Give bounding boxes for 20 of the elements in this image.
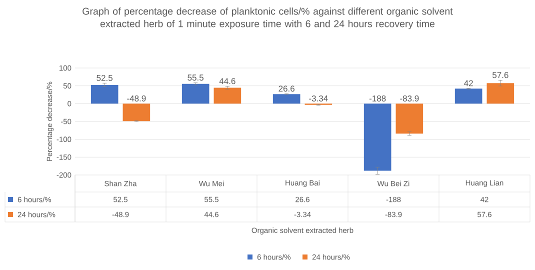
text: -3.34 [309,95,328,102]
text: 26.6 [278,86,294,92]
chart-title: Graph of percentage decrease of planktonic cells/% against different organic solvent extracted herb of 1 minute exposure time with 6 and 24 hours recovery time [82,8,453,30]
text: 44.6 [219,78,236,84]
text: 57.6 [492,72,508,78]
bar [122,104,150,122]
text: 42 [464,80,473,86]
bar [486,83,514,104]
text: -83.9 [400,95,419,102]
bar [90,84,118,104]
text: 55.5 [188,74,204,81]
text: -48.9 [127,95,146,102]
text: -188 [369,95,386,102]
bar [214,88,242,104]
bar [182,84,210,104]
text: 52.5 [96,74,113,81]
bar [364,104,392,171]
bar [396,104,424,134]
bar [454,88,482,104]
bar [272,94,300,104]
